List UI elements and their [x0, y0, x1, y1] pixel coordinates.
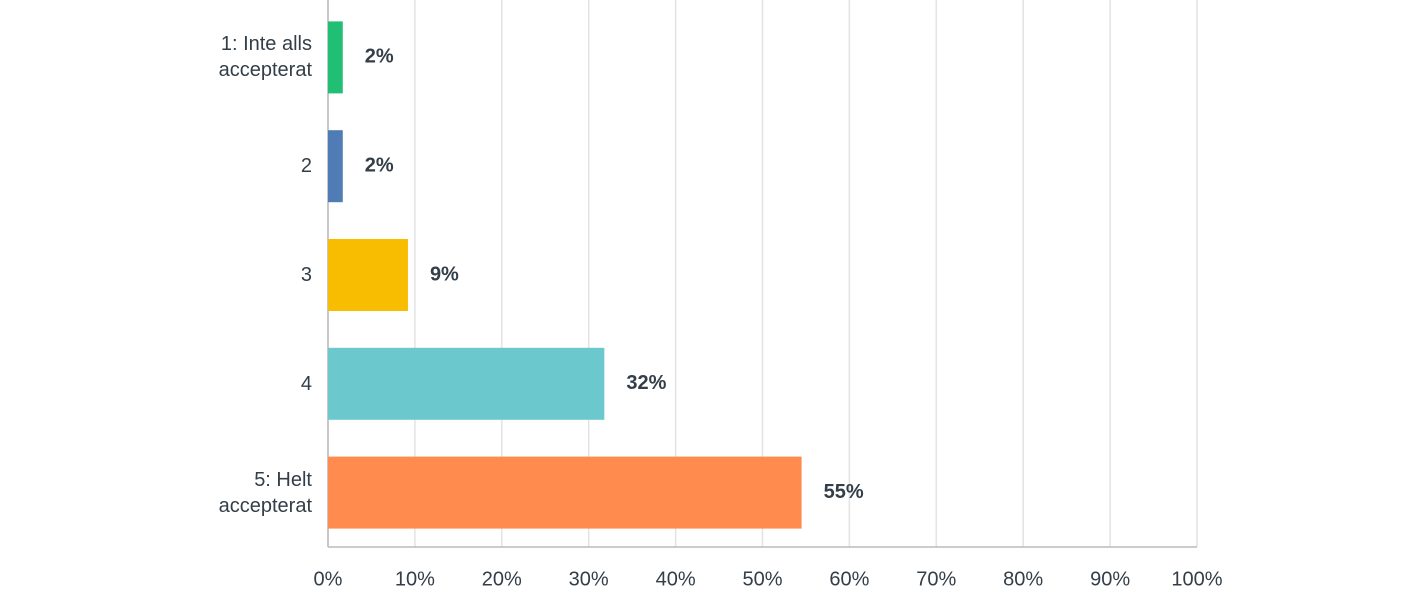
y-tick-label: 3: [300, 264, 312, 286]
x-tick-label: 100%: [1171, 568, 1222, 590]
bar: [328, 239, 408, 311]
y-tick-label: 1: Inte alls accepterat: [218, 33, 312, 82]
y-tick-label: 5: Helt accepterat: [218, 468, 312, 517]
bar: [328, 347, 605, 420]
x-tick-label: 50%: [742, 568, 782, 590]
value-label: 2%: [365, 46, 394, 68]
value-label: 9%: [430, 263, 459, 285]
y-tick-label: 2: [300, 155, 312, 178]
value-label: 32%: [626, 372, 666, 394]
x-tick-label: 60%: [829, 568, 869, 590]
x-tick-label: 20%: [482, 568, 522, 590]
bar: [328, 21, 343, 94]
x-tick-label: 90%: [1090, 568, 1130, 590]
y-tick-label: 4: [300, 372, 312, 395]
bar: [328, 130, 343, 203]
x-tick-label: 10%: [395, 568, 435, 590]
x-tick-label: 70%: [916, 568, 956, 590]
x-tick-label: 80%: [1003, 568, 1043, 590]
value-label: 2%: [365, 154, 394, 176]
bar: [328, 456, 802, 529]
value-label: 55%: [824, 481, 864, 503]
x-tick-label: 40%: [656, 568, 696, 590]
x-tick-label: 0%: [314, 568, 343, 590]
x-tick-label: 30%: [569, 568, 609, 590]
